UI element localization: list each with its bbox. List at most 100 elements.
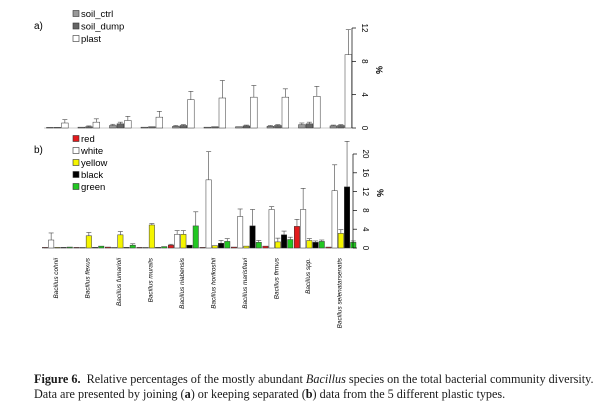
bar-white-bacillus-firmus	[268, 209, 275, 249]
bar-green-bacillus-cohnii	[66, 246, 73, 249]
x-tick-label-bacillus-horikoshii: Bacillus horikoshii	[211, 257, 218, 308]
bar-soil-dump-bacillus-marisflavi	[242, 125, 250, 129]
x-axis-category-labels: Bacillus cohnii Bacillus flexus Bacillus f…	[53, 257, 344, 328]
bar-green-bacillus-muralis	[161, 246, 168, 249]
legend-swatch-soil-ctrl	[72, 10, 80, 17]
figure-caption: Figure 6. Relative percentages of the mo…	[34, 372, 594, 402]
caption-text-4: ) data from the 5 different plastic type…	[312, 387, 506, 401]
x-tick-label-bacillus-flexus: Bacillus flexus	[85, 257, 92, 298]
y-tick-label: 4	[361, 227, 370, 232]
legend-label-soil-dump: soil_dump	[81, 22, 124, 33]
bar-black-bacillus-firmus	[281, 234, 288, 249]
bar-white-bacillus-flexus	[79, 247, 86, 249]
bar-soil-dump-bacillus-fumarioli	[116, 123, 124, 129]
bar-white-bacillus-horikoshii	[205, 179, 212, 249]
bar-white-bacillus-muralis	[142, 247, 149, 249]
legend-label-soil-ctrl: soil_ctrl	[81, 9, 113, 20]
bar-green-bacillus-niabensis	[192, 225, 199, 249]
y-tick-label: 20	[361, 150, 370, 159]
bar-red-bacillus-marisflavi	[231, 246, 237, 249]
bar-plast-bacillus-spp	[313, 96, 321, 129]
bar-soil-dump-bacillus-selenatarsenatis	[337, 125, 345, 129]
bar-black-bacillus-cohnii	[60, 247, 67, 249]
bar-plast-bacillus-selenatarsenatis	[344, 54, 352, 129]
bar-soil-ctrl-bacillus-fumarioli	[109, 125, 117, 129]
y-tick-label: 8	[361, 208, 370, 213]
bar-green-bacillus-horikoshii	[224, 241, 231, 249]
bar-yellow-bacillus-marisflavi	[243, 245, 250, 249]
y-tick-label: 12	[361, 187, 370, 196]
bar-red-bacillus-cohnii	[42, 247, 48, 249]
bar-black-bacillus-niabensis	[186, 244, 193, 249]
bar-black-bacillus-fumarioli	[123, 247, 130, 249]
legend-swatch-plast	[72, 35, 80, 42]
caption-a: a	[184, 387, 191, 401]
legend-label-red: red	[81, 134, 95, 145]
bar-white-bacillus-fumarioli	[111, 247, 118, 249]
bar-red-bacillus-horikoshii	[199, 247, 206, 249]
y-tick-label: 0	[360, 126, 369, 131]
x-tick-label-bacillus-muralis: Bacillus muralis	[148, 257, 155, 302]
bar-plast-bacillus-cohnii	[61, 122, 69, 129]
legend-swatch-soil-dump	[72, 22, 80, 30]
bar-white-bacillus-cohnii	[48, 239, 55, 249]
y-tick-label: 0	[361, 246, 370, 251]
bar-white-bacillus-niabensis	[174, 234, 181, 249]
bar-yellow-bacillus-horikoshii	[211, 245, 218, 249]
bar-green-bacillus-spp	[318, 241, 325, 249]
bar-green-bacillus-marisflavi	[255, 242, 262, 249]
legend-swatch-red	[72, 135, 80, 142]
bar-black-bacillus-marisflavi	[249, 225, 256, 249]
y-tick-label: 8	[360, 59, 369, 64]
bar-soil-dump-bacillus-flexus	[85, 126, 93, 129]
bar-soil-ctrl-bacillus-muralis	[140, 126, 148, 129]
x-tick-label-bacillus-fumarioli: Bacillus fumarioli	[116, 257, 123, 306]
x-tick-label-bacillus-spp: Bacillus spp.	[305, 258, 312, 294]
legend-label-green: green	[81, 182, 105, 193]
x-tick-label-bacillus-niabensis: Bacillus niabensis	[179, 257, 186, 309]
bar-plast-bacillus-horikoshii	[218, 97, 226, 129]
bar-yellow-bacillus-flexus	[85, 235, 92, 249]
bar-soil-dump-bacillus-muralis	[148, 126, 156, 129]
bar-black-bacillus-spp	[312, 242, 319, 249]
legend-label-white: white	[80, 146, 103, 157]
bar-plast-bacillus-niabensis	[187, 99, 195, 129]
caption-label: Figure 6.	[34, 372, 81, 386]
bar-white-bacillus-marisflavi	[237, 216, 244, 249]
bar-green-bacillus-firmus	[287, 239, 294, 249]
y-axis-title: %	[374, 66, 384, 74]
caption-text-2: species on the total bacterial community…	[34, 372, 594, 401]
bar-yellow-bacillus-muralis	[148, 224, 155, 249]
bar-plast-bacillus-muralis	[155, 116, 163, 129]
bar-soil-ctrl-bacillus-flexus	[77, 126, 85, 129]
bar-red-bacillus-firmus	[262, 245, 269, 249]
legend-swatch-green	[72, 183, 80, 190]
bar-red-bacillus-spp	[294, 226, 300, 249]
bar-soil-ctrl-bacillus-niabensis	[172, 126, 180, 129]
caption-text-1: Relative percentages of the mostly abund…	[86, 372, 306, 386]
bar-plast-bacillus-fumarioli	[124, 120, 132, 129]
bar-soil-ctrl-bacillus-marisflavi	[235, 126, 243, 129]
bar-soil-dump-bacillus-horikoshii	[211, 126, 219, 129]
bar-black-bacillus-selenatarsenatis	[344, 186, 351, 249]
bar-soil-ctrl-bacillus-horikoshii	[203, 126, 211, 129]
y-tick-label: 12	[360, 24, 369, 33]
caption-b: b	[305, 387, 313, 401]
panel-a-label: a)	[34, 21, 43, 32]
bar-plast-bacillus-flexus	[92, 121, 100, 129]
bar-white-bacillus-spp	[300, 209, 307, 249]
bar-soil-ctrl-bacillus-cohnii	[46, 127, 54, 129]
bar-plast-bacillus-marisflavi	[250, 96, 258, 129]
legend-swatch-black	[72, 171, 80, 178]
bar-plast-bacillus-firmus	[281, 96, 289, 129]
bar-yellow-bacillus-cohnii	[54, 247, 61, 249]
bar-yellow-bacillus-firmus	[274, 241, 281, 249]
caption-genus: Bacillus	[305, 372, 346, 386]
caption-text-3: ) or keeping separated (	[190, 387, 306, 401]
legend-swatch-white	[72, 147, 80, 154]
legend-label-black: black	[81, 170, 103, 181]
legend-swatch-yellow	[72, 159, 80, 166]
